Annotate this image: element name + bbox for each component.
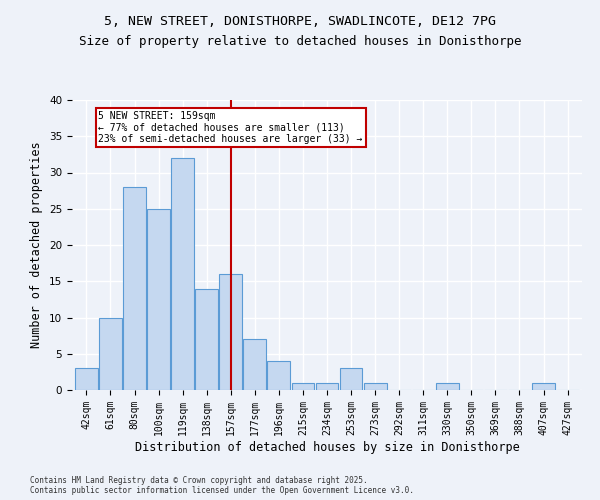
Bar <box>340 368 362 390</box>
Bar <box>195 288 218 390</box>
Bar <box>123 187 146 390</box>
Bar <box>75 368 98 390</box>
Text: 5 NEW STREET: 159sqm
← 77% of detached houses are smaller (113)
23% of semi-deta: 5 NEW STREET: 159sqm ← 77% of detached h… <box>98 111 363 144</box>
Text: Size of property relative to detached houses in Donisthorpe: Size of property relative to detached ho… <box>79 35 521 48</box>
Bar <box>532 383 555 390</box>
Text: 5, NEW STREET, DONISTHORPE, SWADLINCOTE, DE12 7PG: 5, NEW STREET, DONISTHORPE, SWADLINCOTE,… <box>104 15 496 28</box>
Bar <box>268 361 290 390</box>
Bar <box>292 383 314 390</box>
Bar <box>171 158 194 390</box>
Bar <box>99 318 122 390</box>
Bar <box>220 274 242 390</box>
Bar <box>436 383 459 390</box>
Bar <box>147 209 170 390</box>
Bar <box>364 383 386 390</box>
Bar <box>244 339 266 390</box>
Text: Contains HM Land Registry data © Crown copyright and database right 2025.
Contai: Contains HM Land Registry data © Crown c… <box>30 476 414 495</box>
Y-axis label: Number of detached properties: Number of detached properties <box>31 142 43 348</box>
X-axis label: Distribution of detached houses by size in Donisthorpe: Distribution of detached houses by size … <box>134 440 520 454</box>
Bar <box>316 383 338 390</box>
